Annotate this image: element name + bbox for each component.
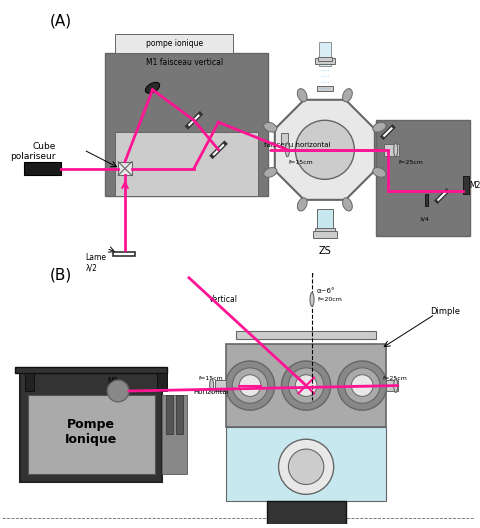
Text: faisceau horizontal: faisceau horizontal [264,142,330,148]
Circle shape [281,361,330,410]
Bar [424,194,427,206]
Ellipse shape [342,89,351,102]
Circle shape [351,375,372,397]
Bar [166,395,173,435]
Text: pompe ionique: pompe ionique [145,39,203,48]
Bar [314,228,334,233]
Bar [24,373,35,391]
Bar [176,395,183,435]
Bar [105,53,267,196]
Ellipse shape [372,167,385,177]
Circle shape [232,368,267,403]
Text: Cube
polariseur: Cube polariseur [11,142,56,162]
Bar [214,380,226,391]
Circle shape [344,368,379,403]
Ellipse shape [297,89,306,102]
Text: α~6°: α~6° [316,288,335,294]
Bar [314,58,334,64]
Ellipse shape [310,293,313,306]
Circle shape [225,361,274,410]
Bar [24,162,61,175]
Text: M2: M2 [468,181,480,190]
Text: Lame
λ/2: Lame λ/2 [85,253,107,272]
Text: bloqueur
IR: bloqueur IR [24,166,52,176]
Circle shape [295,120,354,180]
Bar [318,42,330,66]
Circle shape [107,380,129,402]
Ellipse shape [263,167,276,177]
Text: f=15cm: f=15cm [288,159,312,165]
Text: f=25cm: f=25cm [398,159,423,165]
Ellipse shape [393,143,397,157]
Text: M1: M1 [107,377,119,386]
Bar [267,142,282,150]
Bar [115,34,233,53]
Ellipse shape [393,379,397,392]
Text: (A): (A) [50,14,72,29]
Bar [385,380,397,391]
Circle shape [295,375,316,397]
Ellipse shape [209,379,213,392]
Bar [162,395,187,474]
Text: f=15cm: f=15cm [199,376,224,381]
Bar [316,209,332,233]
Bar [462,176,468,194]
Text: λ/4: λ/4 [420,217,429,222]
Ellipse shape [263,122,276,132]
Text: (B): (B) [50,268,72,283]
Bar [312,231,336,239]
Text: Horizontal: Horizontal [193,390,229,395]
Bar [317,57,331,61]
Circle shape [337,361,386,410]
Bar [226,427,385,501]
Bar [316,86,332,91]
Ellipse shape [297,198,306,211]
Text: Vertical: Vertical [208,295,238,304]
Text: Dimple: Dimple [429,307,459,316]
Ellipse shape [285,143,289,157]
Text: M1 faisceau vertical: M1 faisceau vertical [145,58,222,67]
Circle shape [288,368,323,403]
Bar [236,331,375,339]
Bar [15,367,167,373]
Ellipse shape [145,82,159,93]
Bar [115,132,257,196]
Ellipse shape [342,198,351,211]
Text: ZS: ZS [318,246,331,256]
Bar [280,133,288,147]
Bar [157,373,167,391]
Circle shape [239,375,260,397]
Bar [118,162,132,175]
Text: f=25cm: f=25cm [383,376,408,381]
Text: Pompe
Ionique: Pompe Ionique [65,418,117,446]
Bar [27,395,154,474]
Text: f=20cm: f=20cm [317,297,342,302]
Bar [113,252,134,256]
Bar [383,144,398,156]
Circle shape [288,449,323,485]
Bar [20,373,162,482]
Bar [375,120,468,237]
Bar [266,501,345,528]
Bar [226,344,385,427]
Polygon shape [274,100,374,200]
Ellipse shape [372,122,385,132]
Circle shape [278,439,333,494]
